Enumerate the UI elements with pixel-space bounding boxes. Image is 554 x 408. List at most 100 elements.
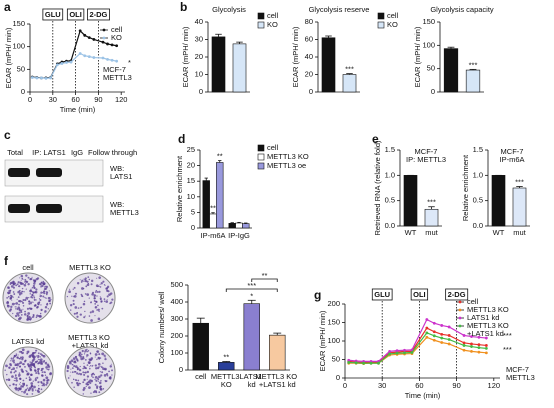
colony (78, 368, 82, 372)
colony (98, 310, 100, 313)
colony (78, 373, 80, 375)
colony (71, 367, 74, 370)
label-line: KO (221, 380, 232, 389)
legend-swatch (257, 162, 265, 170)
x-tick-label: 0 (28, 95, 32, 104)
colony (98, 353, 101, 356)
colony (19, 382, 22, 384)
colony (12, 286, 15, 289)
colony (73, 312, 76, 315)
colony (80, 306, 83, 309)
colony (41, 281, 43, 284)
colony (33, 365, 36, 368)
colony (18, 387, 21, 390)
bar (228, 223, 236, 229)
point (69, 60, 73, 64)
colony (36, 355, 38, 357)
legend-swatch (257, 153, 265, 161)
colony (88, 297, 90, 299)
point (440, 336, 444, 340)
colony (102, 280, 105, 283)
y-tick-label: 10 (187, 192, 195, 201)
x-tick-label: IP-IgG (228, 231, 250, 240)
colony (21, 353, 23, 355)
significance: *** (515, 177, 524, 186)
panel-letter: f (4, 254, 9, 268)
colony (44, 371, 46, 374)
colony (104, 368, 107, 371)
colony (9, 384, 11, 387)
colony (30, 373, 33, 377)
x-tick-label: 30 (378, 381, 386, 390)
point (432, 334, 436, 338)
colony (9, 364, 12, 367)
point (388, 349, 392, 353)
point (87, 55, 91, 59)
lane-label: Total (7, 148, 23, 157)
colony (30, 366, 33, 369)
legend-label: KO (267, 20, 278, 29)
colony (40, 284, 42, 286)
colony (18, 285, 21, 288)
colony (41, 371, 44, 374)
colony (73, 365, 76, 368)
colony (97, 380, 99, 382)
colony (28, 315, 31, 318)
point (447, 334, 451, 337)
colony (10, 305, 13, 309)
colony (87, 383, 90, 386)
colony (11, 299, 13, 301)
colony (37, 356, 39, 359)
y-tick-label: 0 (199, 87, 203, 96)
annotation: MCF-7 (506, 365, 529, 374)
colony (6, 297, 9, 299)
colony (98, 381, 102, 385)
chart-title: Glycolysis reserve (309, 5, 370, 14)
colony (40, 361, 43, 364)
point (440, 332, 444, 336)
colony (98, 375, 101, 379)
label-line: +LATS1 kd (259, 380, 296, 389)
legend-label: METTL3 KO +LATS1 kd (467, 321, 511, 338)
colony (85, 382, 89, 386)
point (470, 335, 473, 338)
x-tick-label: mut (425, 228, 438, 237)
colony (76, 359, 79, 362)
legend-label: KO (111, 33, 122, 42)
colony (95, 289, 98, 292)
y-tick-label: 1.5 (473, 145, 483, 154)
colony (88, 358, 91, 361)
colony (32, 284, 35, 288)
point (462, 334, 466, 337)
colony (9, 371, 13, 374)
point (484, 347, 488, 350)
colony (101, 371, 104, 374)
y-tick-label: 0 (309, 87, 313, 96)
colony (38, 385, 40, 387)
colony (89, 311, 92, 314)
point (101, 56, 105, 60)
colony (44, 310, 47, 313)
colony (69, 288, 71, 290)
colony (35, 316, 38, 319)
colony (96, 350, 98, 353)
colony (38, 298, 41, 300)
colony (19, 356, 22, 359)
x-tick-label: 60 (71, 95, 79, 104)
colony (76, 315, 79, 318)
colony (22, 291, 24, 293)
y-tick-label: 50 (17, 64, 25, 73)
colony (79, 383, 82, 385)
point (470, 342, 473, 346)
colony (43, 290, 46, 293)
colony (103, 300, 106, 302)
colony (86, 348, 88, 351)
colony (86, 370, 90, 374)
point (30, 76, 34, 79)
colony (84, 280, 86, 282)
y-tick-label: 0.5 (385, 196, 395, 205)
x-tick-label: 90 (94, 95, 102, 104)
colony (15, 306, 17, 308)
colony (103, 354, 106, 357)
colony (89, 367, 91, 370)
